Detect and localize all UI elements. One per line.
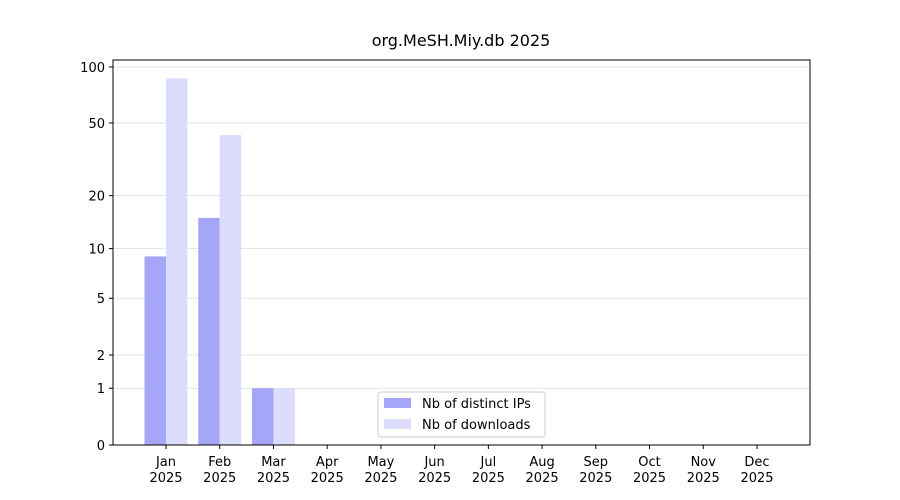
- bar: [219, 135, 242, 446]
- x-tick-label: Oct 2025: [633, 455, 666, 486]
- bar: [198, 217, 220, 445]
- legend-label: Nb of distinct IPs: [422, 397, 531, 412]
- y-tick-label: 100: [80, 61, 105, 76]
- x-tick-label: Feb 2025: [203, 455, 236, 486]
- bar: [166, 78, 188, 445]
- x-tick-label: Jul 2025: [472, 455, 505, 486]
- x-tick-label: Jan 2025: [149, 455, 182, 486]
- legend-swatch: [384, 398, 411, 408]
- y-tick-label: 50: [88, 117, 105, 132]
- y-tick-label: 1: [97, 382, 105, 397]
- x-tick-label: Jun 2025: [418, 455, 451, 486]
- y-tick-label: 20: [88, 190, 105, 205]
- bar: [144, 256, 166, 445]
- x-tick-label: Mar 2025: [257, 455, 290, 486]
- legend-box: [377, 391, 546, 438]
- plot-frame: [112, 59, 811, 446]
- x-tick-label: May 2025: [364, 455, 397, 486]
- legend-swatch: [384, 419, 411, 429]
- bar: [251, 388, 274, 445]
- x-tick-label: Sep 2025: [579, 455, 612, 486]
- y-tick-label: 10: [88, 243, 105, 258]
- y-tick-label: 2: [97, 349, 105, 364]
- y-tick-label: 0: [97, 439, 105, 454]
- x-tick-label: Apr 2025: [311, 455, 344, 486]
- legend-label: Nb of downloads: [422, 418, 531, 433]
- x-tick-label: Nov 2025: [687, 455, 720, 486]
- y-tick-label: 5: [97, 292, 105, 307]
- chart-title: org.MeSH.Miy.db 2025: [372, 31, 551, 50]
- x-tick-label: Aug 2025: [526, 455, 559, 486]
- bar: [273, 388, 295, 445]
- x-tick-label: Dec 2025: [740, 455, 773, 486]
